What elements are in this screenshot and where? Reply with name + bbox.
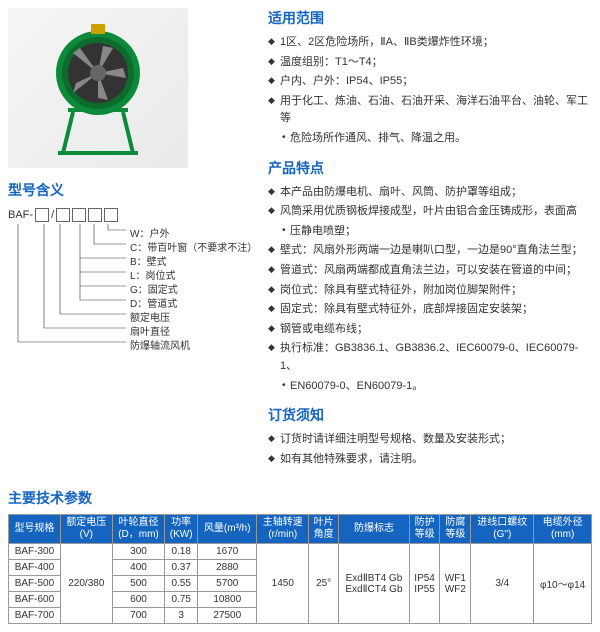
model-prefix: BAF-	[8, 209, 33, 221]
params-header-row: 型号规格额定电压(V)叶轮直径(D，mm)功率(KW)风量(m³/h)主轴转速(…	[9, 515, 592, 544]
table-header: 叶片角度	[309, 515, 339, 544]
table-cell: 25°	[309, 544, 339, 624]
model-label: 扇叶直径	[130, 323, 170, 338]
table-cell: 400	[112, 560, 164, 576]
table-cell: WF1WF2	[440, 544, 471, 624]
table-cell: BAF-500	[9, 576, 61, 592]
model-meaning-section: 型号含义 BAF- /	[8, 180, 258, 376]
list-item: 执行标准：GB3836.1、GB3836.2、IEC60079-0、IEC600…	[268, 340, 592, 375]
table-cell: 3	[165, 608, 198, 624]
model-label: L：岗位式	[130, 267, 176, 282]
list-item: 如有其他特殊要求，请注明。	[268, 451, 592, 469]
model-label: C：带百叶窗（不要求不注）	[130, 239, 257, 254]
table-cell: 3/4	[471, 544, 534, 624]
table-cell: 1670	[198, 544, 257, 560]
list-item: 固定式：除具有壁式特征外，底部焊接固定安装架；	[268, 301, 592, 319]
table-cell: BAF-700	[9, 608, 61, 624]
top-row: 型号含义 BAF- /	[8, 8, 592, 478]
list-item: 风筒采用优质钢板焊接成型，叶片由铝合金压铸成形，表面高	[268, 203, 592, 221]
table-cell: 500	[112, 576, 164, 592]
model-label: W：户外	[130, 225, 169, 240]
table-header: 进线口螺纹(G")	[471, 515, 534, 544]
table-cell: BAF-400	[9, 560, 61, 576]
table-header: 叶轮直径(D，mm)	[112, 515, 164, 544]
table-cell: BAF-600	[9, 592, 61, 608]
scope-list: 1区、2区危险场所，ⅡA、ⅡB类爆炸性环境； 温度组别：T1～T4；户内、户外：I…	[268, 34, 592, 148]
model-box	[88, 208, 102, 222]
list-item: 户内、户外：IP54、IP55；	[268, 73, 592, 91]
list-item: 温度组别：T1～T4；	[268, 54, 592, 72]
list-item: 管道式：风扇两端都成直角法兰边，可以安装在管道的中间；	[268, 262, 592, 280]
left-column: 型号含义 BAF- /	[8, 8, 258, 478]
table-cell: ExdⅡBT4 GbExdⅡCT4 Gb	[339, 544, 410, 624]
model-box	[72, 208, 86, 222]
table-cell: 220/380	[60, 544, 112, 624]
table-cell: 0.75	[165, 592, 198, 608]
table-header: 型号规格	[9, 515, 61, 544]
order-section: 订货须知 订货时请详细注明型号规格、数量及安装形式； 如有其他特殊要求，请注明。	[268, 405, 592, 468]
table-header: 主轴转速(r/min)	[257, 515, 309, 544]
table-row: BAF-300220/3803000.181670145025°ExdⅡBT4 …	[9, 544, 592, 560]
table-cell: 0.37	[165, 560, 198, 576]
params-table: 型号规格额定电压(V)叶轮直径(D，mm)功率(KW)风量(m³/h)主轴转速(…	[8, 514, 592, 624]
list-item: 钢管或电缆布线；	[268, 321, 592, 339]
table-header: 风量(m³/h)	[198, 515, 257, 544]
features-section: 产品特点 本产品由防爆电机、扇叶、风筒、防护罩等组成；风筒采用优质钢板焊接成型，…	[268, 158, 592, 396]
model-base-row: BAF- /	[8, 208, 118, 222]
right-column: 适用范围 1区、2区危险场所，ⅡA、ⅡB类爆炸性环境； 温度组别：T1～T4；户内…	[268, 8, 592, 478]
table-cell: 0.55	[165, 576, 198, 592]
model-label: B：壁式	[130, 253, 167, 268]
table-cell: 2880	[198, 560, 257, 576]
table-header: 电缆外径(mm)	[534, 515, 592, 544]
table-cell: 300	[112, 544, 164, 560]
table-cell: 27500	[198, 608, 257, 624]
table-header: 额定电压(V)	[60, 515, 112, 544]
table-header: 功率(KW)	[165, 515, 198, 544]
params-title: 主要技术参数	[8, 488, 592, 508]
features-list: 本产品由防爆电机、扇叶、风筒、防护罩等组成；风筒采用优质钢板焊接成型，叶片由铝合…	[268, 184, 592, 396]
table-cell: BAF-300	[9, 544, 61, 560]
table-cell: 600	[112, 592, 164, 608]
table-cell: IP54IP55	[409, 544, 439, 624]
list-item: 订货时请详细注明型号规格、数量及安装形式；	[268, 431, 592, 449]
order-list: 订货时请详细注明型号规格、数量及安装形式； 如有其他特殊要求，请注明。	[268, 431, 592, 468]
model-box	[56, 208, 70, 222]
scope-section: 适用范围 1区、2区危险场所，ⅡA、ⅡB类爆炸性环境； 温度组别：T1～T4；户内…	[268, 8, 592, 148]
table-header: 防护等级	[409, 515, 439, 544]
list-item: 本产品由防爆电机、扇叶、风筒、防护罩等组成；	[268, 184, 592, 202]
list-item: 压静电喷塑；	[268, 223, 592, 241]
table-cell: 700	[112, 608, 164, 624]
model-box	[35, 208, 49, 222]
list-item: 危险场所作通风、排气、降温之用。	[268, 130, 592, 148]
list-item: 壁式：风扇外形两端一边是喇叭口型，一边是90°直角法兰型；	[268, 242, 592, 260]
list-item: EN60079-0、EN60079-1。	[268, 378, 592, 396]
table-header: 防爆标志	[339, 515, 410, 544]
features-title: 产品特点	[268, 158, 592, 178]
model-box	[104, 208, 118, 222]
table-header: 防腐等级	[440, 515, 471, 544]
table-cell: φ10～φ14	[534, 544, 592, 624]
model-title: 型号含义	[8, 180, 258, 200]
table-cell: 1450	[257, 544, 309, 624]
model-label: D：管道式	[130, 295, 177, 310]
scope-title: 适用范围	[268, 8, 592, 28]
list-item: 岗位式：除具有壁式特征外，附加岗位脚架附件；	[268, 282, 592, 300]
page-root: 型号含义 BAF- /	[0, 0, 600, 632]
table-cell: 10800	[198, 592, 257, 608]
fan-svg	[18, 18, 178, 158]
model-diagram: BAF- /	[8, 206, 258, 376]
product-image	[8, 8, 188, 168]
list-item: 1区、2区危险场所，ⅡA、ⅡB类爆炸性环境；	[268, 34, 592, 52]
params-section: 主要技术参数 型号规格额定电压(V)叶轮直径(D，mm)功率(KW)风量(m³/…	[8, 488, 592, 624]
model-label: G：固定式	[130, 281, 178, 296]
model-label: 额定电压	[130, 309, 170, 324]
order-title: 订货须知	[268, 405, 592, 425]
list-item: 用于化工、炼油、石油、石油开采、海洋石油平台、油轮、军工等	[268, 93, 592, 128]
params-body: BAF-300220/3803000.181670145025°ExdⅡBT4 …	[9, 544, 592, 624]
model-label: 防爆轴流风机	[130, 337, 190, 352]
table-cell: 5700	[198, 576, 257, 592]
table-cell: 0.18	[165, 544, 198, 560]
